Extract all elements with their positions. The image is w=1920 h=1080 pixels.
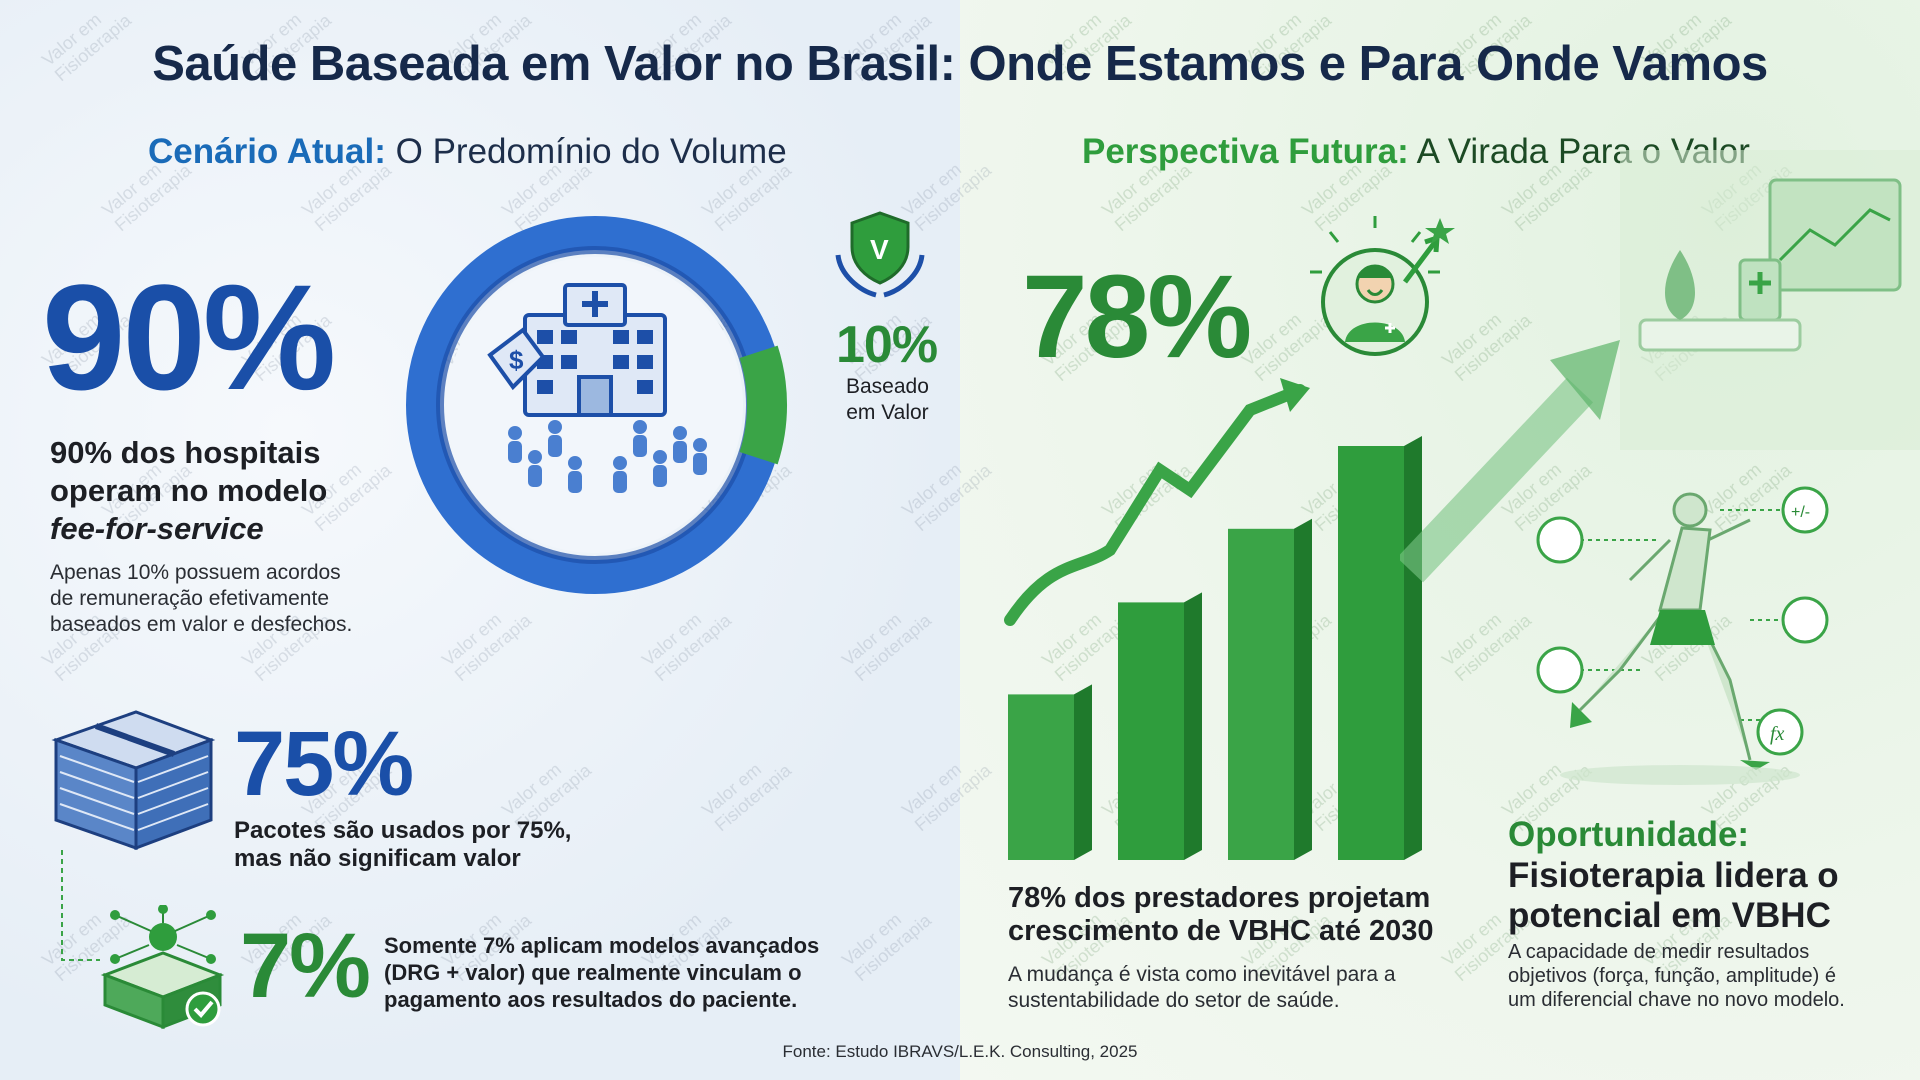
runner-physio-illustration: +/- fx (1536, 486, 1829, 785)
price-tag-icon: $ (487, 327, 546, 391)
clinic-room-illustration (1620, 150, 1920, 450)
background-growth-arrows (1400, 340, 1620, 583)
growth-bar (1338, 446, 1404, 860)
opportunity-line2: potencial em VBHC (1508, 896, 1831, 935)
stat-90-note1: Apenas 10% possuem acordos (50, 561, 341, 584)
people-crowd-icon (508, 420, 707, 493)
stat-75-line2: mas não significam valor (234, 845, 521, 872)
stat-7-statement: Somente 7% aplicam modelos avançados (DR… (384, 932, 819, 1013)
donut-value-segment (739, 345, 788, 465)
joint-icon (1781, 596, 1829, 644)
shield-hands-icon: V (835, 211, 925, 298)
function-icon (1756, 708, 1804, 756)
stat-78-value: 78% (1022, 251, 1252, 383)
stat-90-line2: operam no modelo (50, 473, 328, 508)
stat-90-value: 90% (42, 253, 336, 421)
svg-text:$: $ (509, 345, 524, 375)
growth-bar-side (1294, 518, 1312, 860)
stat-90-note3: baseados em valor e desfechos. (50, 613, 353, 636)
opportunity-note2: objetivos (força, função, amplitude) é (1508, 965, 1836, 987)
svg-text:V: V (870, 234, 889, 265)
stat-75-line1: Pacotes são usados por 75%, (234, 817, 572, 844)
svg-text:fx: fx (1770, 723, 1785, 745)
growth-bar (1118, 602, 1184, 860)
right-heading-accent: Perspectiva Futura: (1082, 132, 1409, 171)
stat-7-line3: pagamento aos resultados do paciente. (384, 987, 798, 1012)
trend-arrow-head (1280, 378, 1310, 412)
stat-78-note2: sustentabilidade do setor de saúde. (1008, 989, 1340, 1012)
stat-90-statement: 90% dos hospitais operam no modelo fee-f… (50, 434, 327, 548)
stat-90-note: Apenas 10% possuem acordos de remuneraçã… (50, 560, 352, 638)
connector-line (61, 850, 100, 961)
page-title: Saúde Baseada em Valor no Brasil: Onde E… (152, 37, 1768, 91)
stat-78-line1: 78% dos prestadores projetam (1008, 882, 1431, 914)
stat-75-statement: Pacotes são usados por 75%, mas não sign… (234, 817, 571, 873)
source-citation: Fonte: Estudo IBRAVS/L.E.K. Consulting, … (782, 1042, 1138, 1061)
growth-bar-chart (1004, 378, 1422, 860)
opportunity-note3: um diferencial chave no novo modelo. (1508, 989, 1845, 1011)
left-heading-rest: O Predomínio do Volume (395, 132, 787, 171)
stat-78-note1: A mudança é vista como inevitável para a (1008, 963, 1396, 986)
opportunity-label: Oportunidade: (1508, 815, 1750, 854)
donut-chart: $ (406, 216, 788, 594)
donut-label-line1: Baseado (846, 375, 929, 398)
svg-text:+/-: +/- (1791, 504, 1810, 521)
donut-label-line2: em Valor (846, 401, 929, 424)
stat-78-note: A mudança é vista como inevitável para a… (1008, 962, 1396, 1014)
stat-7-value: 7% (240, 915, 371, 1017)
stat-7-line2: (DRG + valor) que realmente vinculam o (384, 960, 802, 985)
stat-78-statement: 78% dos prestadores projetam crescimento… (1008, 882, 1434, 948)
happy-person-icon (1310, 216, 1455, 356)
left-heading-accent: Cenário Atual: (148, 132, 386, 171)
opportunity-line1: Fisioterapia lidera o (1508, 856, 1839, 895)
stat-90-line3: fee-for-service (50, 511, 264, 546)
growth-bar (1228, 528, 1294, 860)
opportunity-note1: A capacidade de medir resultados (1508, 941, 1810, 963)
opportunity-note: A capacidade de medir resultados objetiv… (1508, 940, 1845, 1012)
growth-bar-side (1184, 592, 1202, 860)
bars-group (1008, 436, 1422, 860)
donut-value-label: Baseado em Valor (846, 374, 929, 426)
growth-bar-side (1074, 684, 1092, 860)
stacked-bills-icon (51, 710, 216, 850)
stat-90-line1: 90% dos hospitais (50, 435, 321, 470)
ruler-icon (1536, 516, 1584, 564)
angle-icon (1536, 646, 1584, 694)
opportunity-statement: Fisioterapia lidera o potencial em VBHC (1508, 856, 1839, 936)
stat-90-note2: de remuneração efetivamente (50, 587, 329, 610)
stat-78-line2: crescimento de VBHC até 2030 (1008, 915, 1434, 947)
trend-arrow (1004, 384, 1306, 626)
hospital-icon (523, 283, 667, 417)
growth-bar (1008, 694, 1074, 860)
stat-7-line1: Somente 7% aplicam modelos avançados (384, 933, 820, 958)
stat-75-value: 75% (234, 713, 414, 815)
donut-value-pct: 10% (836, 316, 938, 374)
plus-minus-icon (1781, 486, 1829, 534)
network-money-icon (100, 905, 225, 1030)
left-section-heading: Cenário Atual: O Predomínio do Volume (148, 132, 787, 172)
